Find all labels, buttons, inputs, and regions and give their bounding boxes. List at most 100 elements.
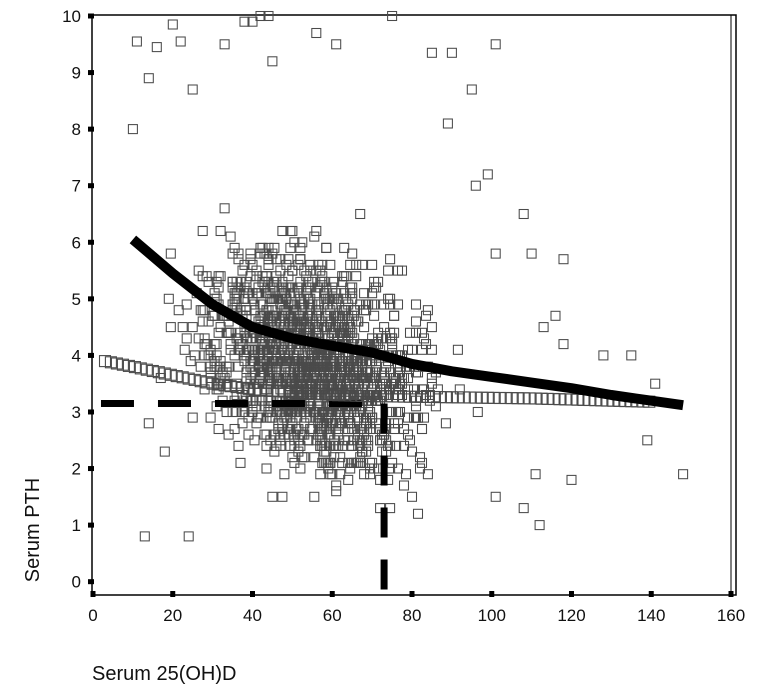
- scatter-point: [231, 406, 242, 418]
- scatter-point: [331, 486, 342, 497]
- scatter-point: [313, 305, 324, 316]
- scatter-point: [199, 339, 210, 350]
- scatter-point: [319, 288, 330, 299]
- scatter-point: [558, 339, 569, 350]
- scatter-point: [345, 282, 356, 293]
- scatter-point: [261, 463, 272, 474]
- scatter-point: [215, 322, 226, 333]
- scatter-point: [317, 271, 328, 282]
- scatter-point: [195, 305, 206, 316]
- scatter-point: [490, 491, 501, 502]
- scatter-point: [371, 367, 382, 378]
- scatter-point: [295, 316, 306, 327]
- scatter-point: [347, 293, 358, 304]
- scatter-point: [197, 316, 208, 327]
- scatter-point: [387, 457, 398, 468]
- scatter-point: [127, 124, 138, 135]
- scatter-point: [331, 322, 342, 333]
- scatter-point: [299, 367, 310, 378]
- scatter-point: [323, 406, 334, 418]
- x-tick: [648, 591, 654, 597]
- x-tick: [170, 591, 176, 597]
- scatter-point: [271, 372, 282, 384]
- scatter-point: [387, 10, 398, 22]
- scatter-point: [235, 457, 246, 468]
- scatter-point: [267, 491, 278, 502]
- scatter-point: [255, 356, 266, 367]
- scatter-point: [311, 27, 322, 39]
- scatter-point: [275, 440, 286, 451]
- scatter-point: [327, 282, 338, 293]
- scatter-point: [402, 384, 414, 395]
- scatter-point: [331, 299, 342, 310]
- scatter-point: [295, 310, 306, 321]
- scatter-point: [389, 372, 400, 384]
- scatter-point: [279, 350, 290, 361]
- scatter-point: [325, 305, 336, 316]
- scatter-point: [359, 469, 370, 480]
- scatter-point: [490, 39, 501, 50]
- scatter-point: [339, 288, 350, 299]
- scatter-point: [257, 242, 268, 253]
- scatter-point: [261, 271, 272, 282]
- scatter-point: [299, 418, 310, 429]
- scatter-point: [279, 429, 290, 440]
- scatter-point: [205, 361, 216, 372]
- scatter-point: [325, 259, 336, 270]
- scatter-point: [383, 265, 394, 276]
- y-tick: [88, 466, 94, 472]
- scatter-point: [418, 412, 430, 423]
- scatter-point: [313, 299, 324, 310]
- scatter-point: [263, 10, 274, 22]
- scatter-point: [361, 299, 372, 310]
- scatter-point: [323, 457, 334, 468]
- scatter-point: [301, 288, 312, 299]
- scatter-point: [337, 418, 348, 429]
- scatter-point: [233, 293, 244, 304]
- scatter-point: [263, 288, 274, 299]
- scatter-point: [249, 299, 260, 310]
- x-tick: [250, 591, 255, 597]
- scatter-point: [333, 406, 344, 418]
- scatter-point: [325, 316, 336, 327]
- scatter-point: [387, 333, 398, 344]
- scatter-point: [181, 299, 192, 310]
- scatter-point: [331, 480, 342, 491]
- scatter-point: [251, 288, 262, 299]
- scatter-point: [295, 254, 306, 265]
- scatter-point: [420, 310, 432, 321]
- scatter-point: [345, 288, 356, 299]
- scatter-point: [225, 344, 236, 355]
- x-tick-label: 20: [163, 606, 182, 625]
- scatter-point: [245, 333, 256, 344]
- scatter-point: [187, 84, 198, 95]
- scatter-point: [392, 418, 404, 429]
- scatter-point: [253, 350, 264, 361]
- scatter-point: [317, 361, 328, 372]
- scatter-point: [249, 305, 260, 316]
- scatter-point: [305, 395, 316, 406]
- scatter-point: [233, 248, 244, 259]
- scatter-point: [341, 327, 352, 338]
- scatter-point: [394, 367, 406, 378]
- scatter-point: [277, 293, 288, 304]
- scatter-point: [289, 457, 300, 468]
- scatter-point: [418, 384, 430, 395]
- scatter-point: [359, 423, 370, 435]
- scatter-point: [385, 293, 396, 304]
- scatter-point: [139, 531, 150, 542]
- scatter-point: [359, 429, 370, 440]
- scatter-point: [440, 418, 451, 429]
- scatter-point: [277, 491, 288, 502]
- scatter-point: [377, 367, 388, 378]
- scatter-point: [247, 344, 258, 355]
- y-tick: [88, 522, 94, 528]
- scatter-point: [339, 435, 350, 446]
- scatter-point: [365, 457, 376, 468]
- scatter-point: [315, 423, 326, 435]
- fitted-curve: [129, 235, 684, 411]
- scatter-point: [558, 254, 569, 265]
- y-tick-label: 4: [72, 346, 81, 365]
- scatter-point: [363, 378, 374, 389]
- scatter-point: [299, 265, 310, 276]
